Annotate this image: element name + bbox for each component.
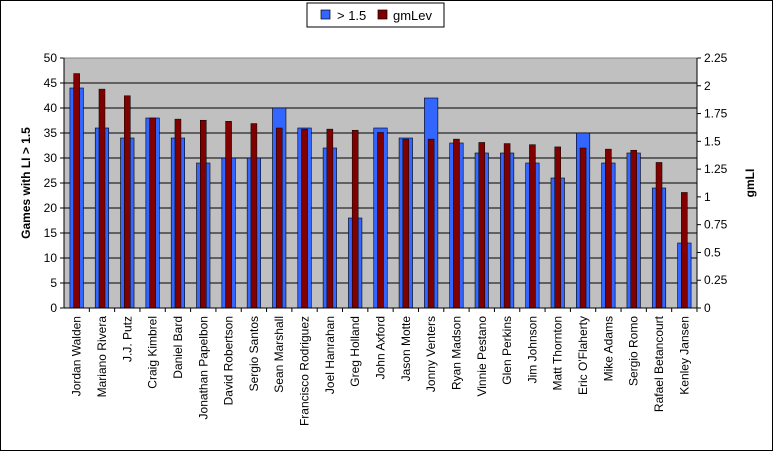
y-right-tick-label: 0 [704,301,711,315]
x-tick-label: John Axford [374,316,388,379]
y-right-tick-label: 2 [704,79,711,93]
bar-series2 [225,121,232,309]
bar-series2 [174,118,182,309]
y-axis-left-title: Games with LI > 1.5 [19,127,33,239]
y-left-tick-label: 40 [44,101,58,115]
y-left-tick-label: 15 [44,226,58,240]
y-right-tick-label: 1.5 [704,134,721,148]
bar-series2 [478,142,486,309]
y-left-tick-label: 25 [44,176,58,190]
x-tick-label: Eric O'Flaherty [576,316,590,395]
bar-series2 [427,138,435,309]
bar-series2 [250,123,258,309]
legend: > 1.5 gmLev [306,2,445,28]
y-left-tick-label: 30 [44,151,58,165]
bar-series2 [351,129,359,309]
bar-series2 [579,147,587,309]
legend-swatch-series2 [377,9,388,20]
x-tick-label: Daniel Bard [171,316,185,379]
bar-series2 [453,138,460,309]
x-tick-label: Jonny Venters [424,316,438,392]
x-tick-label: Rafael Betancourt [652,315,666,412]
bar-series2 [301,128,308,309]
bar-series2 [605,148,612,309]
x-tick-label: Sean Marshall [272,316,286,393]
x-tick-label: Sergio Santos [247,316,261,391]
x-tick-label: Sergio Romo [627,316,641,386]
x-tick-label: Ryan Madson [449,316,463,390]
y-left-tick-label: 10 [44,251,58,265]
y-right-tick-label: 0.5 [704,245,721,259]
x-tick-label: Jason Motte [399,316,413,382]
y-left-tick-label: 35 [44,126,58,140]
bar-series2 [503,143,511,309]
x-tick-label: Kenley Jansen [677,316,691,395]
y-left-tick-label: 5 [50,276,57,290]
x-tick-label: J.J. Putz [120,316,134,362]
x-tick-label: Joel Hanrahan [323,316,337,394]
y-right-tick-label: 1.75 [704,107,728,121]
bar-series2 [73,73,80,309]
x-tick-label: Vinnie Pestano [475,316,489,397]
bar-series2 [630,149,637,309]
bar-series2 [200,119,207,309]
legend-label-series1: > 1.5 [337,8,366,23]
y-left-tick-label: 50 [44,51,58,65]
bar-series2 [529,144,536,309]
x-tick-label: Mariano Rivera [95,316,109,398]
bar-series2 [402,138,410,309]
bar-series2 [377,132,384,309]
y-right-tick-label: 1.25 [704,162,728,176]
bar-series2 [681,192,688,309]
x-tick-label: Mike Adams [601,316,615,381]
x-tick-label: Jordan Walden [70,316,84,396]
y-left-tick-label: 45 [44,76,58,90]
y-right-tick-label: 1 [704,190,711,204]
y-right-tick-label: 0.75 [704,218,728,232]
x-tick-label: Glen Perkins [500,316,514,385]
bar-series2 [98,88,106,309]
bar-series2 [554,146,561,309]
y-right-tick-label: 2.25 [704,51,728,65]
y-left-tick-label: 0 [50,301,57,315]
x-tick-label: Craig Kimbrel [146,316,160,389]
x-tick-label: Matt Thornton [551,316,565,390]
x-tick-label: David Robertson [222,316,236,405]
bar-series2 [655,162,663,309]
y-axis-right-title: gmLI [743,169,757,198]
legend-swatch-series1 [320,9,331,20]
y-left-tick-label: 20 [44,201,58,215]
x-tick-label: Francisco Rodriguez [298,316,312,426]
x-tick-label: Jonathan Papelbon [196,316,210,419]
y-right-tick-label: 0.25 [704,273,728,287]
legend-label-series2: gmLev [393,8,433,23]
x-tick-label: Jim Johnson [525,316,539,383]
x-tick-label: Greg Holland [348,316,362,387]
bar-series2 [326,128,334,309]
bar-series2 [275,127,283,309]
plot-area: 0 5 10 15 20 25 30 35 40 45 50 0 0.25 0.5 0.75 1 1.25 1.5… [44,51,728,426]
bar-series2 [124,95,131,309]
bar-series2 [149,117,156,309]
